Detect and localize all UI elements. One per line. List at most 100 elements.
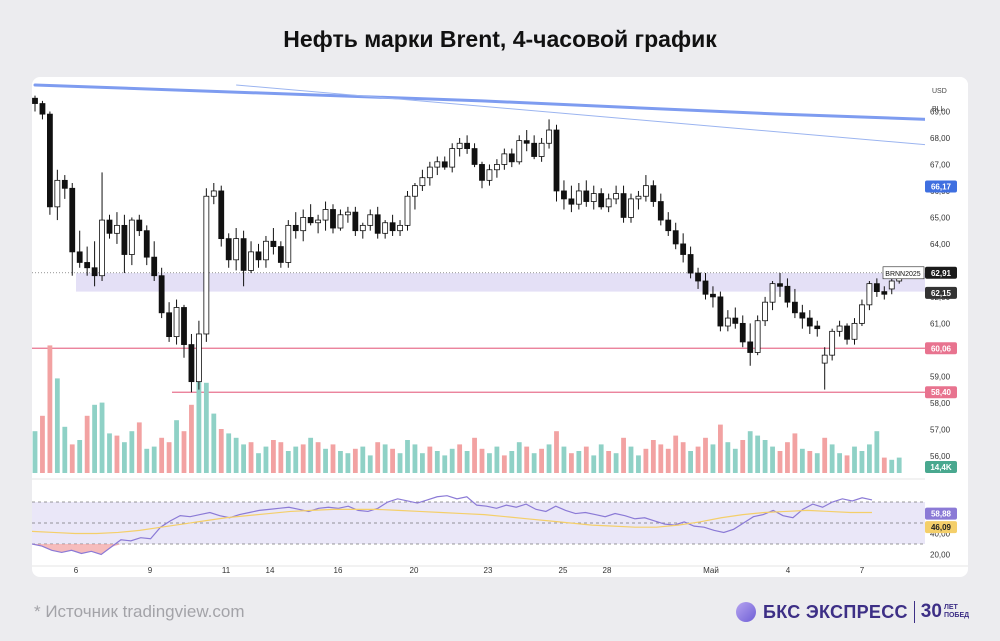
candle-body [724, 317, 731, 327]
volume-bar [442, 455, 448, 473]
candle-body [859, 304, 865, 324]
volume-bar [256, 453, 261, 473]
rsi-ma-tag: 46,09 [931, 523, 952, 532]
y-tick-label: 61,00 [930, 319, 951, 328]
candle-body [255, 251, 262, 261]
volume-bar [203, 382, 209, 473]
candle-body [173, 307, 180, 338]
volume-bar [360, 446, 366, 473]
volume-bar [703, 437, 708, 473]
volume-bar [896, 457, 902, 473]
volume-bar [114, 435, 120, 473]
volume-bar [308, 437, 314, 473]
candle-body [248, 251, 254, 271]
candle-body [136, 219, 143, 232]
candle-body [821, 354, 828, 364]
candle-body [54, 179, 61, 208]
candle-body [412, 185, 418, 197]
volume-bar [397, 453, 403, 473]
volume-bar [583, 446, 589, 473]
price-tag: 66,17 [931, 182, 952, 191]
candle-body [501, 153, 508, 165]
volume-bar [561, 446, 567, 473]
rsi-oversold-fill [32, 544, 872, 555]
y-tick-label: 64,00 [930, 240, 951, 249]
volume-bar [770, 446, 775, 473]
candle-body [397, 224, 403, 232]
volume-bar [315, 442, 321, 473]
volume-bar [62, 426, 68, 473]
candle-body [620, 193, 627, 218]
volume-bar [330, 444, 336, 473]
candle-body [158, 275, 165, 314]
candle-body [263, 240, 269, 261]
volume-bar [792, 433, 798, 473]
candle-body [203, 195, 210, 335]
x-tick-label: 7 [860, 566, 865, 575]
candle-body [46, 113, 53, 208]
candle-body [613, 193, 619, 200]
volume-bar [837, 453, 842, 473]
candle-body [188, 344, 195, 383]
volume-bar [122, 442, 127, 473]
volume-bar [613, 453, 619, 473]
volume-bar [352, 448, 358, 473]
x-tick-label: Май [703, 566, 719, 575]
candle-body [508, 153, 515, 163]
candle-body [99, 219, 105, 277]
volume-bar [218, 429, 224, 473]
volume-bar [494, 446, 500, 473]
candle-body [665, 219, 672, 232]
candle-body [359, 224, 366, 232]
rsi-ma-line [32, 508, 872, 535]
volume-bar [539, 448, 544, 473]
brand-years-caption: ЛЕТ ПОБЕД [943, 604, 970, 619]
volume-bar [233, 437, 239, 473]
y-tick-label: 59,00 [930, 372, 951, 381]
candle-body [710, 293, 716, 298]
brand-name: БКС ЭКСПРЕСС [763, 601, 908, 622]
candle-body [851, 322, 858, 340]
volume-bar [144, 448, 150, 473]
candle-body [643, 185, 649, 197]
volume-bar [554, 431, 559, 473]
volume-bar [822, 437, 828, 473]
volume-bar [464, 451, 470, 473]
candle-body [657, 201, 664, 221]
candlestick-chart: USDBLL69,0068,0067,0066,0065,0064,0063,0… [32, 77, 968, 575]
candle-body [844, 325, 850, 340]
brand-icon [736, 602, 756, 622]
candle-body [523, 140, 530, 144]
candle-body [76, 251, 83, 263]
volume-bar [501, 455, 507, 473]
volume-bar [725, 442, 731, 473]
x-tick-label: 14 [266, 566, 275, 575]
candle-body [680, 243, 687, 255]
rsi-tick-label: 20,00 [930, 551, 951, 560]
candle-body [352, 211, 359, 232]
candle-body [315, 219, 322, 224]
volume-bar [196, 356, 202, 473]
consolidation-zone [76, 273, 926, 292]
candle-body [270, 240, 277, 247]
volume-bar [338, 451, 343, 473]
currency-label: USD [932, 88, 947, 95]
volume-bar [40, 415, 45, 473]
x-tick-label: 11 [222, 566, 231, 575]
volume-bar [412, 444, 418, 473]
volume-bar [732, 448, 738, 473]
x-tick-label: 28 [603, 566, 612, 575]
volume-bar [799, 448, 805, 473]
y-tick-label: 67,00 [930, 160, 951, 169]
volume-bar [241, 444, 246, 473]
volume-bar [628, 446, 634, 473]
candle-body [635, 195, 642, 200]
candle-body [285, 224, 292, 263]
x-tick-label: 25 [559, 566, 568, 575]
candle-body [449, 148, 456, 168]
volume-bar [516, 442, 522, 473]
candle-body [561, 190, 567, 200]
volume-bar [747, 431, 753, 473]
volume-bar [591, 455, 597, 473]
candle-body [300, 217, 307, 232]
